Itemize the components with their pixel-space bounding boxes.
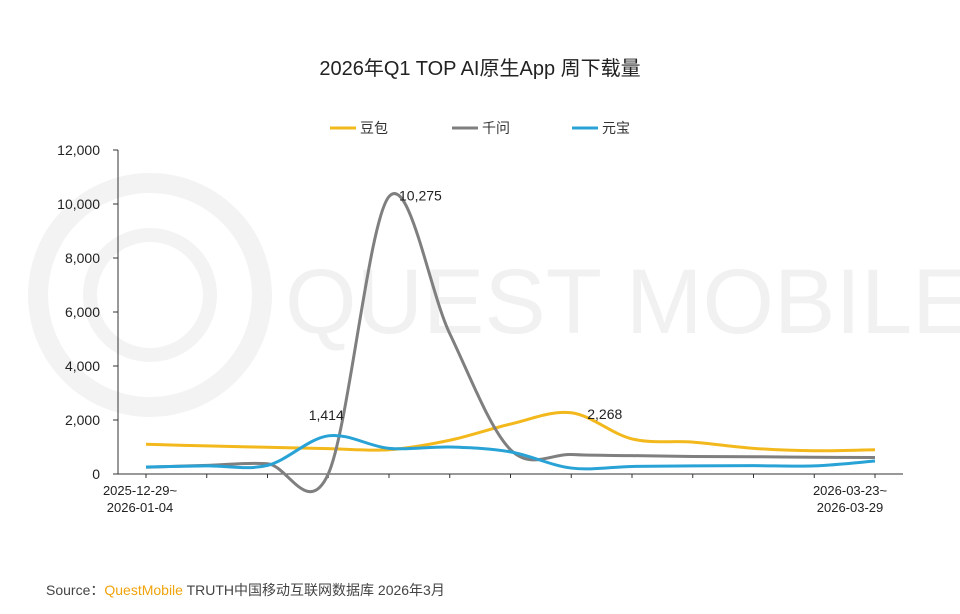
legend-item-2: 千问 [452, 120, 510, 136]
source-text: TRUTH中国移动互联网数据库 2026年3月 [182, 582, 445, 598]
source-footer: Source：QuestMobile TRUTH中国移动互联网数据库 2026年… [46, 580, 445, 600]
source-label: Source： [46, 582, 105, 598]
legend-label: 千问 [482, 120, 510, 136]
y-tick-label: 2,000 [65, 412, 100, 428]
data-label: 1,414 [309, 407, 344, 423]
chart-title: 2026年Q1 TOP AI原生App 周下载量 [319, 58, 641, 80]
source-brand: QuestMobile [104, 582, 183, 598]
series-line-1 [145, 410, 876, 453]
x-tick-label-end: 2026-03-23~ [813, 483, 887, 498]
watermark-logo [28, 173, 272, 417]
data-label: 2,268 [587, 406, 622, 422]
y-tick-label: 10,000 [57, 196, 100, 212]
x-tick-label-start: 2026-01-04 [107, 500, 174, 515]
series-lines [145, 192, 876, 493]
legend: 豆包 千问 元宝 [330, 120, 630, 136]
y-tick-label: 8,000 [65, 250, 100, 266]
y-tick-label: 6,000 [65, 304, 100, 320]
watermark: QUEST MOBILE [28, 173, 960, 417]
watermark-text: QUEST MOBILE [285, 251, 960, 353]
x-tick-label-start: 2025-12-29~ [103, 483, 177, 498]
legend-label: 元宝 [602, 120, 630, 136]
legend-item-3: 元宝 [572, 120, 630, 136]
y-tick-label: 0 [92, 466, 100, 482]
watermark-logo-inner [83, 228, 217, 362]
legend-label: 豆包 [360, 120, 388, 136]
y-tick-label: 4,000 [65, 358, 100, 374]
series-line-3 [145, 433, 876, 471]
data-labels: 10,275 2,268 1,414 [309, 188, 623, 423]
axes: 0 2,000 4,000 6,000 8,000 10,000 12,000 2025-12… [57, 142, 903, 515]
data-label: 10,275 [399, 188, 442, 204]
series-line-2 [145, 192, 876, 493]
x-tick-label-end: 2026-03-29 [817, 500, 884, 515]
y-tick-label: 12,000 [57, 142, 100, 158]
legend-item-1: 豆包 [330, 120, 388, 136]
